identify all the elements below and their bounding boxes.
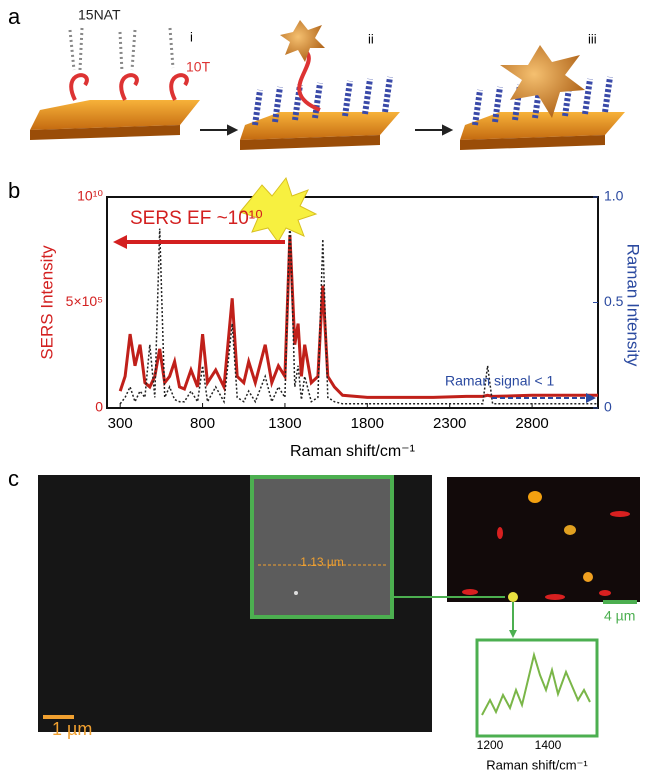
arrows [200, 124, 454, 136]
y2-axis-label: Raman Intensity [624, 244, 643, 367]
box-width: 1.13 µm [300, 555, 344, 569]
spectrum-chart: 300 800 1300 1800 2300 2800 0 0.5 1.0 0 5×10⁵ 10¹⁰ S… [37, 176, 643, 460]
panel-label: b [8, 178, 20, 203]
scale-bar-label: 1 µm [52, 719, 92, 739]
annotation-arrowhead [113, 235, 127, 249]
x-tick-label: 1300 [268, 415, 301, 432]
inset-x-label: Raman shift/cm⁻¹ [486, 757, 588, 772]
panel-label: c [8, 466, 19, 491]
inset-tick-label: 1400 [535, 738, 562, 752]
molecules [68, 27, 613, 126]
step-label: ii [368, 31, 374, 46]
x-tick-label: 1800 [351, 415, 384, 432]
x-tick-label: 2800 [515, 415, 548, 432]
burst [239, 176, 318, 243]
y-tick-label: 5×10⁵ [66, 293, 103, 309]
x-tick-label: 300 [108, 415, 133, 432]
x-axis-label: Raman shift/cm⁻¹ [290, 443, 415, 460]
x-tick-label: 800 [190, 415, 215, 432]
step-label: iii [588, 31, 597, 46]
micrographs [38, 475, 640, 738]
scale-bar-label: 4 µm [604, 608, 635, 624]
annotation: Raman signal < 1 [445, 373, 555, 389]
annotation: SERS EF ~10¹⁰ [130, 208, 263, 229]
y2-tick-label: 1.0 [604, 188, 624, 204]
y2-tick-label: 0.5 [604, 293, 624, 309]
spectrum-line [118, 234, 598, 399]
y2-tick-label: 0 [604, 399, 612, 415]
panel-label: a [8, 4, 21, 29]
molecule-label: 10T [186, 59, 211, 75]
step-label: i [190, 29, 193, 44]
y-tick-label: 10¹⁰ [77, 188, 103, 204]
y-tick-label: 0 [95, 399, 103, 415]
molecule-label: 15NAT [78, 7, 121, 23]
spectrum-line [119, 218, 598, 405]
y-axis-label: SERS Intensity [37, 245, 56, 360]
annotation-arrowhead [586, 393, 596, 403]
x-tick-label: 2300 [433, 415, 466, 432]
substrates [30, 100, 625, 150]
inset-tick-label: 1200 [477, 738, 504, 752]
nanostars [280, 20, 585, 118]
